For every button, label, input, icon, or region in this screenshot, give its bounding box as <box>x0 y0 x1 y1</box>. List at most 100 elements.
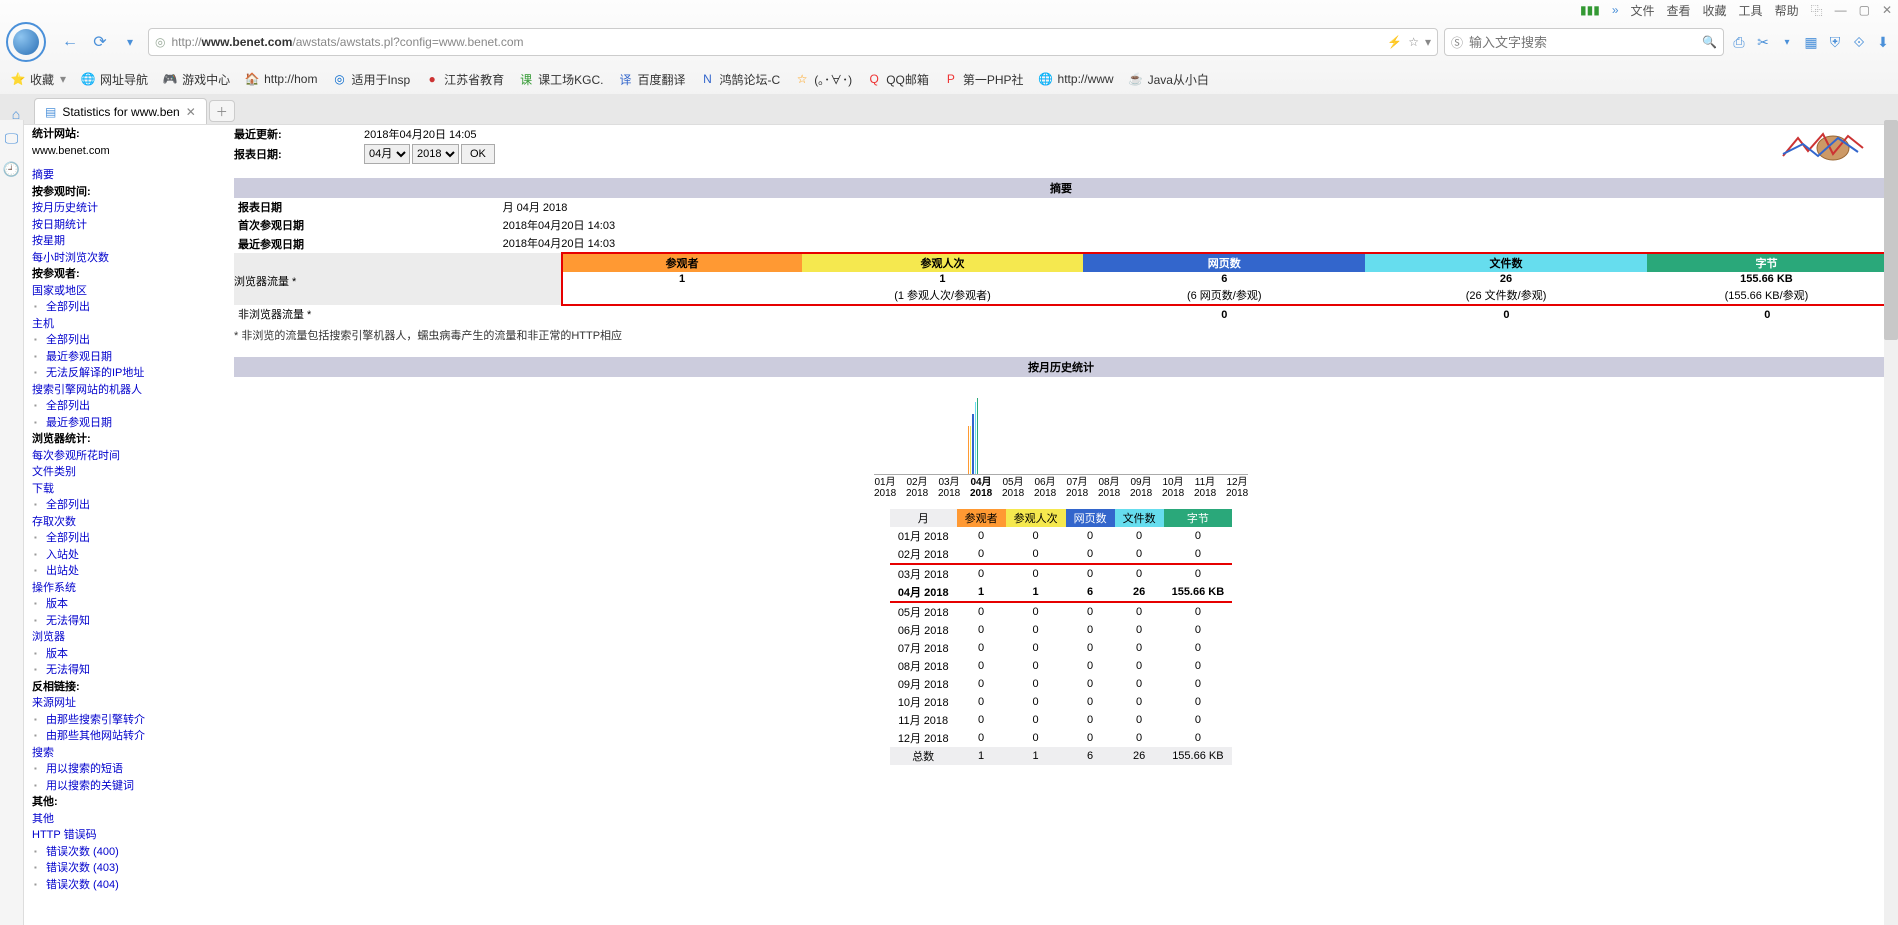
bookmark-1[interactable]: 🌐网址导航 <box>80 71 148 88</box>
sidebar-item-14[interactable]: 全部列出 <box>32 398 220 415</box>
address-bar[interactable]: ◎ http://www.benet.com/awstats/awstats.p… <box>148 28 1438 56</box>
browser-chrome: ▮▮▮ » 文件 查看 收藏 工具 帮助 ⿻ — ▢ ✕ ← ⟳ ▾ ◎ htt… <box>0 0 1898 125</box>
rail-monitor-icon[interactable]: 🖵 <box>5 130 19 147</box>
sidebar-item-22[interactable]: 全部列出 <box>32 530 220 547</box>
ok-button[interactable]: OK <box>461 144 495 164</box>
month-select[interactable]: 04月 <box>364 144 410 164</box>
new-tab-button[interactable]: ＋ <box>209 100 235 122</box>
back-button[interactable]: ← <box>58 30 82 54</box>
sidebar-item-17[interactable]: 每次参观所花时间 <box>32 448 220 465</box>
menu-help[interactable]: 帮助 <box>1775 2 1799 19</box>
close-window-icon[interactable]: ✕ <box>1882 3 1892 17</box>
sidebar-item-42[interactable]: 错误次数 (403) <box>32 860 220 877</box>
sidebar-item-37[interactable]: 用以搜索的关键词 <box>32 778 220 795</box>
capture-icon[interactable]: ⎙ <box>1730 33 1748 51</box>
menu-fav[interactable]: 收藏 <box>1703 2 1727 19</box>
bar-cluster-5 <box>1028 394 1038 474</box>
bookmark-0[interactable]: ⭐收藏▾ <box>10 71 66 88</box>
dropdown-icon[interactable]: ▾ <box>1425 35 1431 49</box>
sidebar-item-9[interactable]: 主机 <box>32 316 220 333</box>
sidebar-item-5[interactable]: 每小时浏览次数 <box>32 250 220 267</box>
monthly-title: 按月历史统计 <box>234 357 1888 377</box>
traffic-label: 浏览器流量 * <box>234 273 296 289</box>
bookmark-3[interactable]: 🏠http://hom <box>244 71 317 87</box>
star-icon[interactable]: ☆ <box>1408 35 1419 49</box>
bookmark-9[interactable]: ☆(｡･∀･) <box>794 71 852 88</box>
sidebar-item-40[interactable]: HTTP 错误码 <box>32 827 220 844</box>
bookmark-6[interactable]: 课课工场KGC. <box>518 71 603 88</box>
sidebar-item-28[interactable]: 浏览器 <box>32 629 220 646</box>
scrollbar[interactable] <box>1884 120 1898 925</box>
bookmark-icon: N <box>700 71 716 87</box>
sidebar-item-30[interactable]: 无法得知 <box>32 662 220 679</box>
cell: 0 <box>1164 545 1233 564</box>
search-icon[interactable]: 🔍 <box>1702 35 1717 49</box>
bookmark-8[interactable]: N鸿鹄论坛-C <box>700 71 781 88</box>
sidebar-item-27[interactable]: 无法得知 <box>32 613 220 630</box>
search-bar[interactable]: Ⓢ 🔍 <box>1444 28 1724 56</box>
sidebar-item-39[interactable]: 其他 <box>32 811 220 828</box>
year-select[interactable]: 2018 <box>412 144 459 164</box>
sidebar-item-24[interactable]: 出站处 <box>32 563 220 580</box>
sidebar-item-35[interactable]: 搜索 <box>32 745 220 762</box>
sidebar-item-2[interactable]: 按月历史统计 <box>32 200 220 217</box>
sidebar-item-11[interactable]: 最近参观日期 <box>32 349 220 366</box>
sidebar-item-7[interactable]: 国家或地区 <box>32 283 220 300</box>
sidebar-item-18[interactable]: 文件类别 <box>32 464 220 481</box>
menu-file[interactable]: 文件 <box>1631 2 1655 19</box>
bookmark-13[interactable]: ☕Java从小白 <box>1128 71 1209 88</box>
sidebar-item-3[interactable]: 按日期统计 <box>32 217 220 234</box>
sidebar-item-0[interactable]: 摘要 <box>32 167 220 184</box>
menu-tools[interactable]: 工具 <box>1739 2 1763 19</box>
search-engine-icon[interactable]: Ⓢ <box>1451 34 1463 51</box>
scrollbar-thumb[interactable] <box>1884 120 1898 340</box>
sidebar-item-15[interactable]: 最近参观日期 <box>32 415 220 432</box>
bookmark-2[interactable]: 🎮游戏中心 <box>162 71 230 88</box>
sidebar-item-4[interactable]: 按星期 <box>32 233 220 250</box>
download-icon[interactable]: ⬇ <box>1874 33 1892 51</box>
sidebar-item-29[interactable]: 版本 <box>32 646 220 663</box>
sidebar-item-13[interactable]: 搜索引擎网站的机器人 <box>32 382 220 399</box>
sidebar-item-19[interactable]: 下载 <box>32 481 220 498</box>
table-row: 05月 201800000 <box>890 602 1232 621</box>
bookmark-11[interactable]: P第一PHP社 <box>943 71 1024 88</box>
restore-down-icon[interactable]: ⿻ <box>1811 2 1823 19</box>
sidebar-item-21[interactable]: 存取次数 <box>32 514 220 531</box>
sidebar-item-12[interactable]: 无法反解译的IP地址 <box>32 365 220 382</box>
tr-3: 26 <box>1365 272 1647 286</box>
close-tab-icon[interactable]: ✕ <box>186 105 196 119</box>
sidebar-item-36[interactable]: 用以搜索的短语 <box>32 761 220 778</box>
maximize-icon[interactable]: ▢ <box>1859 3 1870 17</box>
bookmark-10[interactable]: QQQ邮箱 <box>866 71 929 88</box>
more-icon[interactable]: » <box>1612 3 1619 17</box>
sidebar-item-41[interactable]: 错误次数 (400) <box>32 844 220 861</box>
sidebar-item-20[interactable]: 全部列出 <box>32 497 220 514</box>
sidebar-item-33[interactable]: 由那些搜索引擎转介 <box>32 712 220 729</box>
sidebar-item-8[interactable]: 全部列出 <box>32 299 220 316</box>
sidebar-item-10[interactable]: 全部列出 <box>32 332 220 349</box>
scissors-icon[interactable]: ✂ <box>1754 33 1772 51</box>
dropdown2-icon[interactable]: ▾ <box>1778 33 1796 51</box>
sidebar-item-32[interactable]: 来源网址 <box>32 695 220 712</box>
stop-button[interactable]: ▾ <box>118 30 142 54</box>
rail-clock-icon[interactable]: 🕘 <box>3 161 20 178</box>
bookmark-12[interactable]: 🌐http://www <box>1038 71 1114 87</box>
menu-view[interactable]: 查看 <box>1667 2 1691 19</box>
bookmark-4[interactable]: ◎适用于Insp <box>331 71 410 88</box>
bar <box>970 426 971 474</box>
code-icon[interactable]: ⟐ <box>1850 33 1868 51</box>
cell: 1 <box>957 583 1006 602</box>
sidebar-item-25[interactable]: 操作系统 <box>32 580 220 597</box>
bookmark-7[interactable]: 译百度翻译 <box>618 71 686 88</box>
sidebar-item-26[interactable]: 版本 <box>32 596 220 613</box>
minimize-icon[interactable]: — <box>1835 3 1847 17</box>
shield2-icon[interactable]: ⛨ <box>1826 33 1844 51</box>
reload-button[interactable]: ⟳ <box>88 30 112 54</box>
speed-icon[interactable]: ⚡ <box>1387 35 1402 49</box>
sidebar-item-43[interactable]: 错误次数 (404) <box>32 877 220 894</box>
sidebar-item-23[interactable]: 入站处 <box>32 547 220 564</box>
search-input[interactable] <box>1469 35 1696 50</box>
sidebar-item-34[interactable]: 由那些其他网站转介 <box>32 728 220 745</box>
bookmark-5[interactable]: ●江苏省教育 <box>424 71 504 88</box>
grid-icon[interactable]: ▦ <box>1802 33 1820 51</box>
